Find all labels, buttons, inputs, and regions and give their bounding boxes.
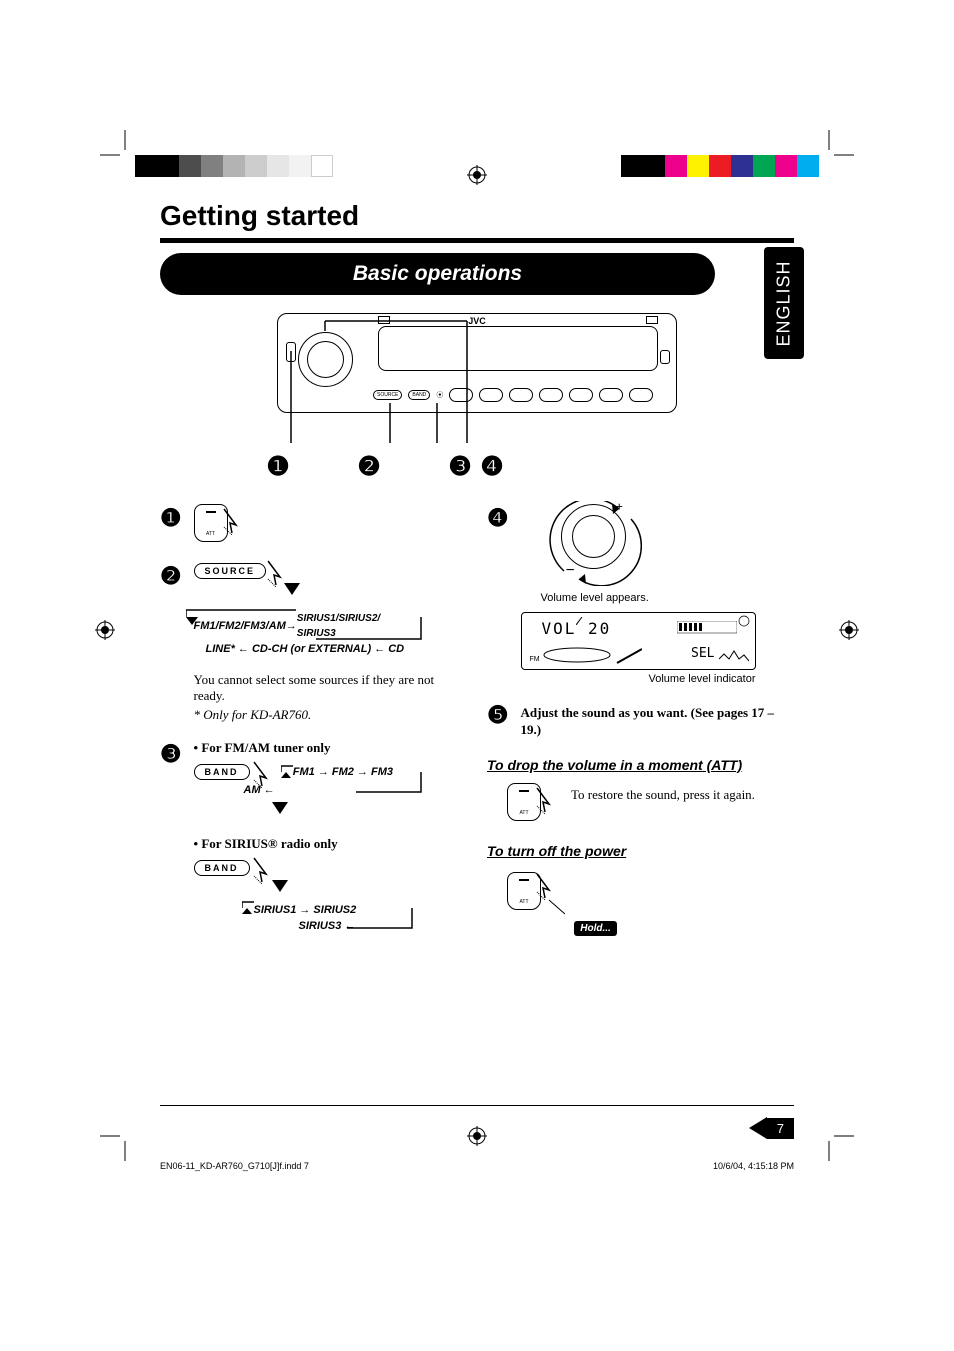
step-2-footnote: * Only for KD-AR760. [194,707,467,724]
callout-2: ❷ [356,453,382,479]
crop-mark-bl [100,1131,130,1161]
press-cursor-icon [535,786,565,816]
preset-button [509,388,533,402]
brand-label: JVC [468,316,486,326]
att-heading: To drop the volume in a moment (ATT) [487,757,794,773]
step-number: ❷ [160,562,182,724]
eject-button-icon [660,350,670,364]
color-calibration-bar [135,155,333,177]
display-panel: VOL 20 FM SEL [521,612,756,670]
power-off-heading: To turn off the power [487,843,794,859]
press-cursor-icon [266,559,301,589]
radio-body: JVC SOURCE BAND ⦿ [277,313,677,413]
volume-indicator-caption: Volume level indicator [521,673,756,685]
volume-meter-icon [677,621,737,636]
color-calibration-bar [621,155,819,177]
left-column: ❶ ATT ❷ SOURCE [160,504,467,951]
language-label: ENGLISH [774,260,795,346]
signal-icon [719,649,749,665]
leader-line [576,617,588,625]
eject-slot [646,316,658,324]
preset-button [479,388,503,402]
step-2: ❷ SOURCE [160,562,467,724]
right-column: ❹ + − Volume level appears. [487,504,794,951]
preset-button [569,388,593,402]
display-decoration [542,645,642,665]
step-1: ❶ ATT [160,504,467,546]
registration-mark [839,620,859,645]
section-heading: Basic operations [160,253,715,295]
crop-mark-tl [100,130,130,160]
step-number: ❶ [160,504,182,546]
step-2-note: You cannot select some sources if they a… [194,672,467,706]
band-button-icon: BAND [194,860,250,876]
preset-buttons-row: SOURCE BAND ⦿ [373,386,658,404]
display-panel-icon [378,326,658,371]
preset-button [449,388,473,402]
callout-numbers-row: ❶ ❷ ❸ ❹ [160,453,794,479]
sirius-heading: • For SIRIUS® radio only [194,836,467,853]
press-cursor-icon [535,872,565,922]
step-number: ❸ [160,740,182,935]
arrow-down-icon [272,802,288,814]
cycle-arrows [242,900,417,932]
volume-dial-icon [298,332,353,387]
band-button-icon: BAND [194,764,250,780]
att-text: To restore the sound, press it again. [571,783,755,804]
print-footer: EN06-11_KD-AR760_G710[J]f.indd 7 10/6/04… [160,1161,794,1171]
footer-rule [160,1105,794,1106]
radio-unit-diagram: JVC SOURCE BAND ⦿ [277,313,677,433]
callout-4: ❹ [479,453,505,479]
sel-display-text: SEL [691,646,714,661]
callout-3: ❸ [447,453,473,479]
rotate-arrows-icon [549,501,649,586]
step-5-text: Adjust the sound as you want. (See pages… [521,701,794,739]
att-button-icon [286,342,296,362]
volume-caption: Volume level appears. [541,592,794,604]
title-rule [160,238,794,243]
page-number-badge: 7 [749,1117,794,1139]
source-button-icon: SOURCE [194,563,267,579]
preset-button [599,388,623,402]
page-title: Getting started [160,200,794,232]
registration-mark [467,165,487,190]
preset-button [629,388,653,402]
callout-1: ❶ [265,453,291,479]
band-button-icon: BAND [408,390,430,400]
step-3: ❸ • For FM/AM tuner only BAND [160,740,467,935]
preset-button [539,388,563,402]
step-number: ❺ [487,701,509,739]
crop-mark-br [824,1131,854,1161]
registration-mark [95,620,115,645]
language-tab: ENGLISH [764,247,804,359]
cd-icon [737,615,751,635]
am-cycle: AM ← [244,784,275,796]
fm-heading: • For FM/AM tuner only [194,740,467,757]
source-button-icon: SOURCE [373,390,402,400]
page-number: 7 [767,1118,794,1139]
crop-mark-tr [824,130,854,160]
cycle-arrows [281,764,426,796]
press-cursor-icon [252,856,287,886]
press-cursor-icon [222,507,252,537]
step-4: ❹ + − Volume level appears. [487,504,794,685]
step-number: ❹ [487,504,509,685]
footer-timestamp: 10/6/04, 4:15:18 PM [713,1161,794,1171]
cycle-arrows [186,607,426,645]
eject-slot [378,316,390,324]
step-5: ❺ Adjust the sound as you want. (See pag… [487,701,794,739]
hold-badge: Hold... [574,921,617,936]
footer-filename: EN06-11_KD-AR760_G710[J]f.indd 7 [160,1161,309,1171]
